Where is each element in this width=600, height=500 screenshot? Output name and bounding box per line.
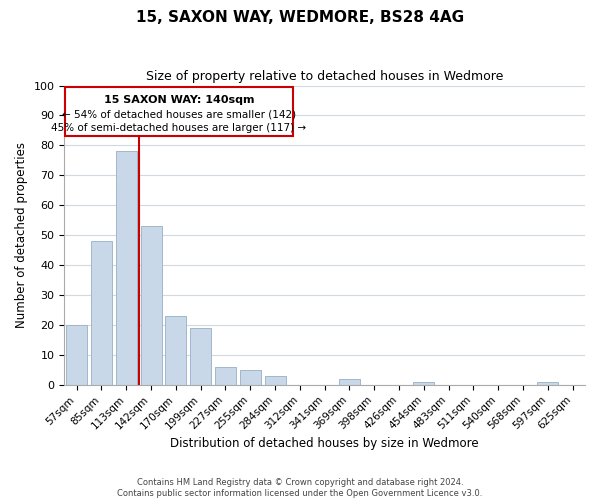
Bar [240,370,261,385]
Bar [140,226,161,385]
Text: 45% of semi-detached houses are larger (117) →: 45% of semi-detached houses are larger (… [51,123,307,133]
Text: ← 54% of detached houses are smaller (142): ← 54% of detached houses are smaller (14… [62,110,296,120]
FancyBboxPatch shape [65,87,293,136]
Text: 15, SAXON WAY, WEDMORE, BS28 4AG: 15, SAXON WAY, WEDMORE, BS28 4AG [136,10,464,25]
Bar [190,328,211,385]
Text: Contains HM Land Registry data © Crown copyright and database right 2024.
Contai: Contains HM Land Registry data © Crown c… [118,478,482,498]
Bar [215,367,236,385]
Bar [166,316,187,385]
Text: 15 SAXON WAY: 140sqm: 15 SAXON WAY: 140sqm [104,94,254,104]
Title: Size of property relative to detached houses in Wedmore: Size of property relative to detached ho… [146,70,503,83]
X-axis label: Distribution of detached houses by size in Wedmore: Distribution of detached houses by size … [170,437,479,450]
Bar [116,152,137,385]
Y-axis label: Number of detached properties: Number of detached properties [15,142,28,328]
Bar [66,325,87,385]
Bar [339,379,360,385]
Bar [265,376,286,385]
Bar [413,382,434,385]
Bar [91,241,112,385]
Bar [537,382,559,385]
